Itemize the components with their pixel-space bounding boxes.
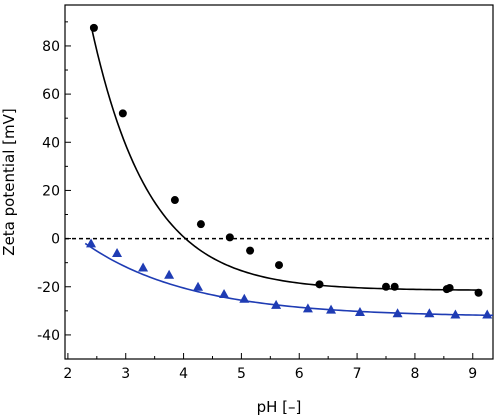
data-point-circle bbox=[196, 220, 205, 229]
y-tick-label: 80 bbox=[42, 39, 60, 55]
data-point-circle bbox=[89, 23, 98, 32]
y-tick-label: -40 bbox=[37, 328, 60, 344]
x-tick-label: 3 bbox=[121, 366, 130, 382]
data-point-circle bbox=[382, 282, 390, 291]
data-point-circle bbox=[246, 246, 255, 255]
x-tick-label: 5 bbox=[237, 366, 246, 382]
y-axis-title: Zeta potential [mV] bbox=[0, 108, 18, 255]
data-point-circle bbox=[315, 280, 324, 289]
data-point-triangle bbox=[482, 309, 493, 319]
fit-curve-2 bbox=[84, 242, 494, 317]
y-tick-label: -20 bbox=[37, 280, 60, 296]
y-axis-ticks: 80 60 40 20 0 -20 -40 bbox=[37, 21, 71, 360]
plot-frame bbox=[64, 4, 494, 360]
data-point-triangle bbox=[450, 309, 461, 319]
fit-curves-layer bbox=[84, 25, 494, 317]
data-point-circle bbox=[445, 283, 454, 292]
data-point-triangle bbox=[193, 281, 204, 291]
x-tick-label: 9 bbox=[468, 366, 477, 382]
data-point-triangle bbox=[138, 262, 149, 272]
data-point-circle bbox=[225, 233, 234, 242]
data-point-circle bbox=[474, 288, 483, 297]
data-point-triangle bbox=[424, 308, 435, 318]
data-point-circle bbox=[118, 109, 127, 118]
x-axis-ticks: 2 3 4 5 6 7 8 9 bbox=[63, 353, 477, 382]
data-point-triangle bbox=[164, 269, 175, 279]
data-point-triangle bbox=[302, 303, 313, 313]
y-tick-label: 40 bbox=[42, 135, 60, 151]
data-point-triangle bbox=[239, 293, 250, 303]
data-point-triangle bbox=[112, 248, 123, 258]
data-point-circle bbox=[275, 261, 283, 270]
x-tick-label: 6 bbox=[295, 366, 304, 382]
x-tick-label: 8 bbox=[410, 366, 419, 382]
x-tick-label: 2 bbox=[63, 366, 72, 382]
y-tick-label: 20 bbox=[42, 183, 60, 199]
y-tick-label: 60 bbox=[42, 87, 60, 103]
data-markers-layer bbox=[86, 23, 493, 319]
x-axis-title: pH [–] bbox=[257, 398, 302, 416]
fit-curve-1 bbox=[90, 25, 482, 291]
x-tick-label: 7 bbox=[353, 366, 362, 382]
data-point-triangle bbox=[354, 307, 365, 317]
data-point-triangle bbox=[392, 308, 403, 318]
data-point-circle bbox=[390, 282, 399, 291]
data-point-triangle bbox=[219, 288, 230, 298]
data-point-triangle bbox=[86, 238, 97, 248]
data-point-triangle bbox=[271, 299, 282, 309]
x-tick-label: 4 bbox=[179, 366, 188, 382]
data-point-circle bbox=[170, 196, 179, 205]
y-tick-label: 0 bbox=[51, 232, 60, 248]
data-point-triangle bbox=[326, 304, 337, 314]
